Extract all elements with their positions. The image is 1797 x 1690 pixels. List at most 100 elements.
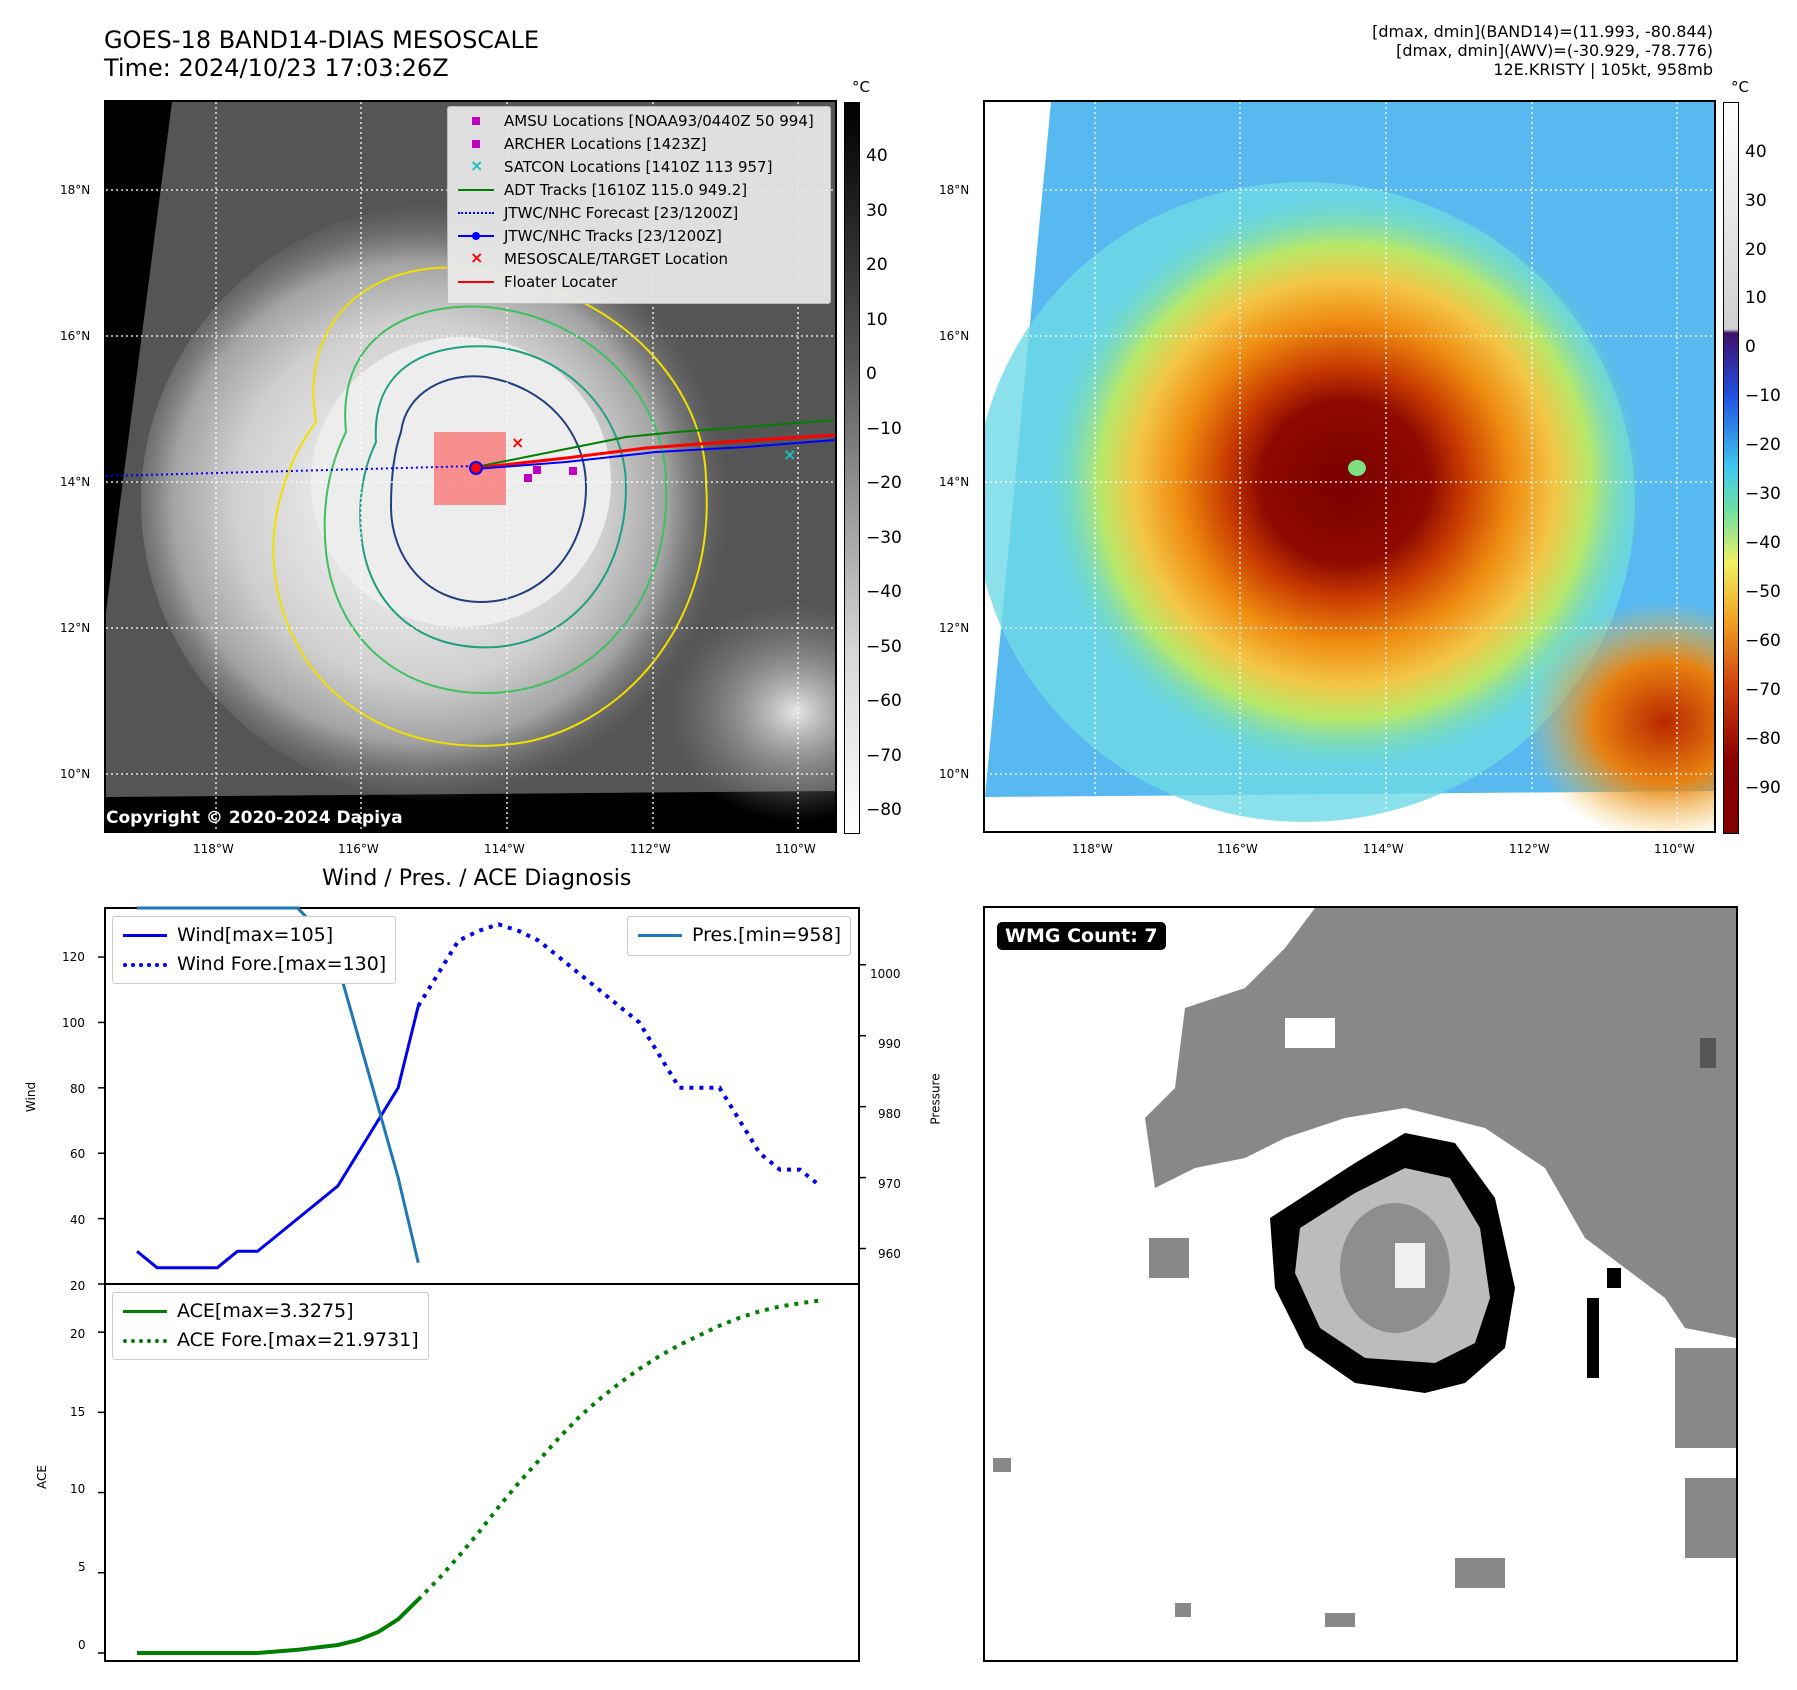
colorbar-tick: 0	[1745, 337, 1756, 357]
colorbar-tick: −40	[866, 582, 902, 602]
lon-tick: 114°W	[1363, 842, 1404, 856]
pressure-tick: 980	[878, 1107, 901, 1121]
copyright-text: Copyright © 2020-2024 Dapiya	[106, 808, 403, 828]
x-icon: ×	[470, 248, 484, 267]
colorbar-tick: −70	[866, 746, 902, 766]
diagnosis-chart	[98, 906, 866, 1662]
colorbar-tick: −30	[1745, 484, 1781, 504]
lon-tick: 118°W	[1072, 842, 1113, 856]
colorbar-unit-left: °C	[852, 78, 870, 96]
legend-item-ace: ACE[max=3.3275]	[123, 1298, 354, 1324]
stats-line-2: [dmax, dmin](AWV)=(-30.929, -78.776)	[1396, 41, 1713, 60]
colorbar-tick: 10	[1745, 288, 1767, 308]
lon-tick: 114°W	[484, 842, 525, 856]
wind-series	[136, 1005, 420, 1270]
wind-forecast-series	[416, 922, 822, 1188]
map-legend: AMSU Locations [NOAA93/0440Z 50 994] ARC…	[447, 106, 831, 304]
legend-label: ADT Tracks [1610Z 115.0 949.2]	[504, 181, 748, 199]
title-line-1: GOES-18 BAND14-DIAS MESOSCALE	[104, 26, 540, 54]
colorbar-tick: −80	[866, 800, 902, 820]
legend-label: Wind Fore.[max=130]	[177, 953, 387, 975]
archer-marker-2	[569, 467, 577, 475]
square-icon	[456, 114, 496, 128]
dotted-line-icon	[123, 959, 167, 969]
pressure-axis-label: Pressure	[928, 1073, 943, 1125]
colorbar-tick: −70	[1745, 680, 1781, 700]
ir-map-panel: × × AMSU Locations [NOAA93/0440Z 50 994]…	[104, 100, 837, 833]
colorbar-tick: −50	[866, 637, 902, 657]
line-icon	[123, 1306, 167, 1316]
ace-forecast-series	[416, 1298, 821, 1602]
wind-tick: 100	[62, 1016, 85, 1030]
lat-tick: 12°N	[60, 621, 91, 635]
ace-series	[137, 1598, 420, 1655]
colorbar-tick: 40	[1745, 142, 1767, 162]
colorbar-tick: 10	[866, 310, 888, 330]
ace-tick: 5	[78, 1560, 86, 1574]
stats-line-3: 12E.KRISTY | 105kt, 958mb	[1493, 60, 1713, 79]
legend-item-forecast: JTWC/NHC Forecast [23/1200Z]	[456, 202, 738, 224]
legend-item-tracks: JTWC/NHC Tracks [23/1200Z]	[456, 225, 722, 247]
dotted-line-icon	[123, 1335, 167, 1345]
legend-label: Pres.[min=958]	[692, 924, 841, 946]
colorbar-tick: 20	[1745, 240, 1767, 260]
legend-label: ARCHER Locations [1423Z]	[504, 135, 707, 153]
colorbar-right	[1723, 102, 1739, 834]
legend-item-pressure: Pres.[min=958]	[638, 922, 841, 948]
colorbar-tick: −90	[1745, 778, 1781, 798]
lat-tick: 16°N	[939, 329, 970, 343]
lat-tick: 18°N	[939, 183, 970, 197]
wind-tick: 120	[62, 950, 85, 964]
wind-tick: 20	[70, 1279, 86, 1293]
legend-label: Floater Locater	[504, 273, 618, 291]
ace-tick: 0	[78, 1638, 86, 1652]
legend-item-satcon: × SATCON Locations [1410Z 113 957]	[456, 156, 772, 178]
lon-tick: 118°W	[193, 842, 234, 856]
figure-title: GOES-18 BAND14-DIAS MESOSCALE Time: 2024…	[104, 26, 539, 82]
colorbar-tick: −50	[1745, 582, 1781, 602]
mesoscale-x-marker: ×	[511, 433, 524, 452]
forecast-track-line	[106, 465, 477, 477]
eye	[1348, 460, 1366, 476]
legend-label: MESOSCALE/TARGET Location	[504, 250, 729, 268]
colorbar-tick: 20	[866, 255, 888, 275]
legend-item-amsu: AMSU Locations [NOAA93/0440Z 50 994]	[456, 110, 814, 132]
legend-label: ACE Fore.[max=21.9731]	[177, 1329, 419, 1351]
colorbar-tick: −20	[866, 473, 902, 493]
contour-yellow	[272, 266, 708, 747]
color-ir-map-panel	[983, 100, 1716, 833]
lat-tick: 16°N	[60, 329, 91, 343]
legend-item-mesoscale: × MESOSCALE/TARGET Location	[456, 248, 728, 270]
adt-track-line	[475, 419, 835, 468]
legend-label: ACE[max=3.3275]	[177, 1300, 354, 1322]
lat-tick: 18°N	[60, 183, 91, 197]
archer-marker	[524, 474, 532, 482]
amsu-marker	[533, 466, 541, 474]
lat-tick: 10°N	[60, 767, 91, 781]
lon-tick: 110°W	[775, 842, 816, 856]
ace-tick: 10	[70, 1482, 86, 1496]
lon-tick: 110°W	[1654, 842, 1695, 856]
legend-item-wind: Wind[max=105]	[123, 922, 333, 948]
contour-teal	[359, 345, 628, 649]
line-icon	[456, 275, 496, 289]
ace-tick: 20	[70, 1327, 86, 1341]
colorbar-tick: 30	[1745, 191, 1767, 211]
pressure-tick: 1000	[870, 967, 901, 981]
wmg-gray-region	[1145, 908, 1736, 1338]
colorbar-tick: −10	[1745, 386, 1781, 406]
colorbar-tick: −80	[1745, 729, 1781, 749]
legend-label: Wind[max=105]	[177, 924, 334, 946]
dotted-line-icon	[456, 206, 496, 220]
diagnosis-title: Wind / Pres. / ACE Diagnosis	[322, 866, 632, 891]
lon-tick: 116°W	[338, 842, 379, 856]
lat-tick: 14°N	[60, 475, 91, 489]
stats-block: [dmax, dmin](BAND14)=(11.993, -80.844) […	[1372, 22, 1713, 79]
colorbar-tick: −10	[866, 419, 902, 439]
ace-legend: ACE[max=3.3275] ACE Fore.[max=21.9731]	[112, 1292, 429, 1360]
legend-item-ace-forecast: ACE Fore.[max=21.9731]	[123, 1327, 419, 1353]
colorbar-tick: −60	[1745, 631, 1781, 651]
pressure-tick: 990	[878, 1037, 901, 1051]
wmg-panel: WMG Count: 7	[983, 906, 1738, 1662]
legend-item-adt: ADT Tracks [1610Z 115.0 949.2]	[456, 179, 747, 201]
